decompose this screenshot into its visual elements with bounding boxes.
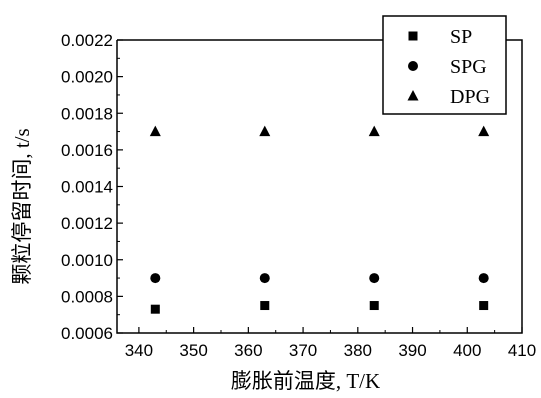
y-tick-label: 0.0016 bbox=[61, 141, 113, 160]
x-tick-label: 410 bbox=[508, 341, 536, 360]
legend-box bbox=[382, 15, 507, 115]
point-dpg bbox=[149, 125, 161, 137]
point-dpg bbox=[259, 125, 271, 137]
x-tick-label: 390 bbox=[398, 341, 426, 360]
x-axis-title: 膨胀前温度, T/K bbox=[231, 369, 380, 393]
point-spg bbox=[150, 273, 161, 284]
x-tick-label: 360 bbox=[234, 341, 262, 360]
x-tick-label: 350 bbox=[179, 341, 207, 360]
point-sp bbox=[260, 301, 270, 311]
y-tick-label: 0.0006 bbox=[61, 324, 113, 343]
legend-marker-spg bbox=[408, 61, 418, 71]
legend-marker-sp bbox=[408, 31, 418, 41]
data-points bbox=[149, 125, 490, 314]
x-tick-label: 370 bbox=[289, 341, 317, 360]
tick-labels: 340 350 360 370 380 390 400 410 0.0006 0.0008 0.00… bbox=[61, 31, 536, 360]
y-tick-label: 0.0014 bbox=[61, 178, 113, 197]
y-axis-title: 颗粒停留时间, t/s bbox=[10, 128, 34, 284]
point-sp bbox=[369, 301, 379, 311]
point-dpg bbox=[368, 125, 380, 137]
point-spg bbox=[478, 273, 489, 284]
x-tick-label: 380 bbox=[344, 341, 372, 360]
y-tick-label: 0.0008 bbox=[61, 287, 113, 306]
point-spg bbox=[259, 273, 270, 284]
y-tick-label: 0.0018 bbox=[61, 104, 113, 123]
legend-label-dpg: DPG bbox=[450, 86, 490, 108]
x-tick-label: 400 bbox=[453, 341, 481, 360]
y-tick-label: 0.0022 bbox=[61, 31, 113, 50]
point-sp bbox=[479, 301, 489, 311]
y-tick-label: 0.0010 bbox=[61, 251, 113, 270]
point-dpg bbox=[478, 125, 490, 137]
y-tick-label: 0.0012 bbox=[61, 214, 113, 233]
legend: SP SPG DPG bbox=[382, 15, 507, 115]
point-sp bbox=[150, 304, 160, 314]
x-tick-label: 340 bbox=[125, 341, 153, 360]
legend-marker-dpg bbox=[407, 90, 419, 101]
point-spg bbox=[369, 273, 380, 284]
y-tick-label: 0.0020 bbox=[61, 68, 113, 87]
legend-label-sp: SP bbox=[450, 26, 472, 48]
legend-label-spg: SPG bbox=[450, 56, 487, 78]
